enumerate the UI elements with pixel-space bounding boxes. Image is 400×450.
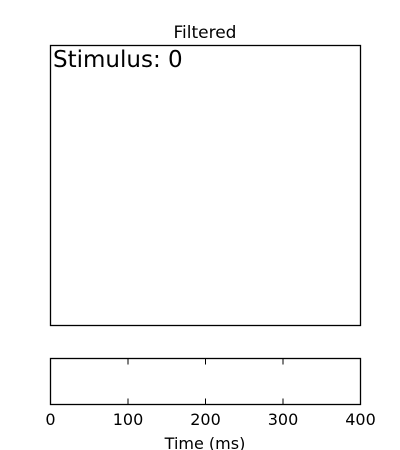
time-panel: 0 100 200 300 400 Time (ms) (45, 357, 376, 450)
x-axis-ticks (50, 358, 361, 405)
x-axis-label: Time (ms) (164, 434, 246, 450)
x-tick-label: 300 (268, 410, 299, 429)
stimulus-annotation: Stimulus: 0 (53, 47, 183, 73)
x-tick-label: 0 (45, 410, 55, 429)
chart-title: Filtered (174, 23, 237, 43)
x-axis-tick-labels: 0 100 200 300 400 (45, 410, 375, 429)
filtered-panel: Filtered Stimulus: 0 (49, 23, 362, 327)
filtered-plot-area (49, 44, 362, 327)
time-plot-area (49, 357, 362, 406)
x-tick-label: 200 (190, 410, 221, 429)
x-tick-label: 100 (113, 410, 144, 429)
x-tick-label: 400 (345, 410, 376, 429)
